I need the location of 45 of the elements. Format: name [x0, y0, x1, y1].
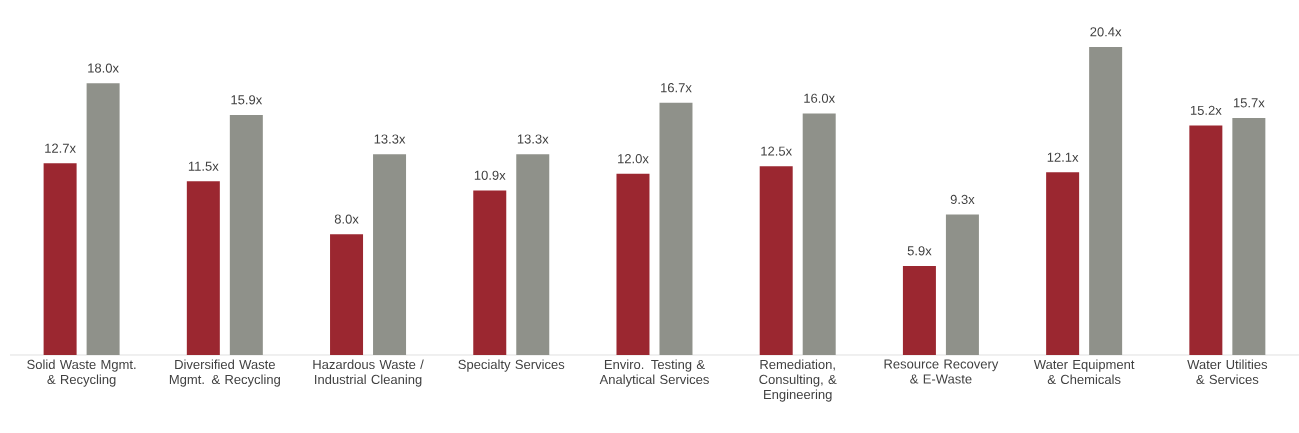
bar	[902, 265, 936, 355]
data-label: 13.3x	[374, 134, 406, 144]
bar	[373, 154, 407, 355]
bar	[1232, 117, 1266, 355]
x-tick-label: Remediation, Consulting, & Engineering	[759, 359, 837, 402]
data-label: 5.9x	[907, 246, 932, 256]
bar	[86, 83, 120, 355]
data-label: 12.1x	[1047, 152, 1079, 162]
data-label: 11.5x	[188, 161, 219, 171]
x-tick-label: Diversified Waste Mgmt. & Recycling	[169, 359, 280, 387]
data-label: 8.0x	[334, 214, 359, 224]
data-label: 20.4x	[1090, 27, 1122, 37]
data-label: 16.0x	[804, 93, 835, 103]
x-tick-label: Water Utilities & Services	[1187, 359, 1268, 385]
data-label: 12.7x	[45, 143, 76, 153]
data-label: 18.0x	[88, 63, 119, 73]
bar	[945, 214, 979, 355]
bar	[516, 154, 550, 355]
bar	[330, 234, 364, 355]
bar	[1046, 172, 1080, 355]
x-tick-label: Solid Waste Mgmt. & Recycling	[27, 359, 136, 387]
data-label: 12.0x	[618, 154, 649, 164]
data-label: 12.5x	[761, 146, 792, 156]
x-tick-label: Water Equipment & Chemicals	[1033, 359, 1135, 385]
bar	[473, 190, 507, 355]
x-tick-label: Specialty Services	[458, 359, 565, 372]
data-label: 10.9x	[474, 170, 506, 180]
data-label: 13.3x	[517, 134, 549, 144]
x-tick-label: Hazardous Waste / Industrial Cleaning	[313, 359, 424, 387]
bar	[1089, 46, 1123, 355]
bar	[616, 173, 650, 355]
data-label: 16.7x	[661, 83, 692, 93]
bar	[43, 163, 77, 355]
x-tick-label: Resource Recovery & E-Waste	[884, 359, 999, 384]
bar	[759, 166, 793, 355]
data-label: 15.9x	[231, 95, 263, 105]
data-label: 15.2x	[1190, 105, 1222, 115]
bar	[659, 102, 693, 355]
data-label: 15.7x	[1233, 98, 1265, 108]
bar	[1189, 125, 1223, 355]
data-label: 9.3x	[950, 194, 975, 205]
bar	[802, 113, 836, 355]
bar	[186, 181, 220, 355]
x-tick-label: Enviro. Testing & Analytical Services	[599, 359, 709, 387]
bar	[229, 114, 263, 355]
